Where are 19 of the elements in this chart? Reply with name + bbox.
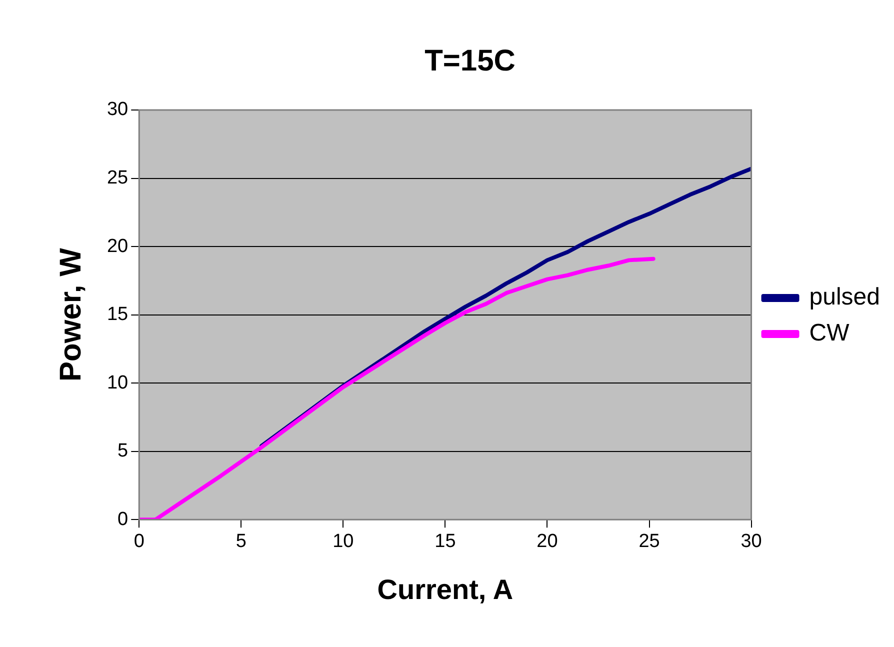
x-tick-label: 0 (134, 531, 144, 552)
y-tick-label: 0 (118, 508, 128, 530)
y-tick-label: 15 (106, 304, 128, 326)
x-tick-label: 30 (740, 531, 762, 552)
y-tick-label: 5 (118, 440, 128, 462)
y-tick-label: 10 (106, 372, 128, 394)
x-tick-label: 5 (236, 531, 246, 552)
x-axis-title: Current, A (377, 574, 514, 605)
y-tick-label: 25 (106, 168, 128, 188)
chart-title: T=15C (424, 44, 516, 78)
legend-label: pulsed (809, 284, 880, 311)
y-tick-label: 20 (106, 236, 128, 257)
x-tick-label: 15 (434, 531, 456, 552)
y-axis-title: Power, W (54, 247, 88, 382)
x-tick-label: 10 (332, 531, 354, 552)
x-tick-label: 25 (638, 531, 660, 552)
x-tick-label: 20 (536, 531, 558, 552)
y-tick-label: 30 (106, 99, 128, 120)
legend-label: CW (809, 320, 850, 347)
